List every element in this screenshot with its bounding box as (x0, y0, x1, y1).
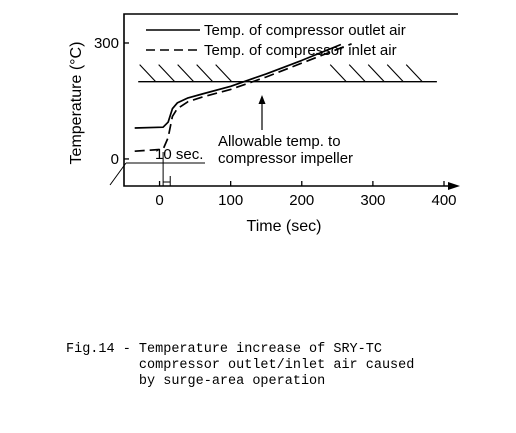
x-tick-label: 100 (218, 192, 243, 209)
caption-line-2: compressor outlet/inlet air caused (66, 358, 415, 373)
x-axis-title: Time (sec) (247, 218, 322, 235)
x-tick-label: 400 (431, 192, 456, 209)
x-tick-label: 300 (360, 192, 385, 209)
legend: Temp. of compressor outlet air Temp. of … (146, 22, 406, 59)
hatch-mark (196, 64, 214, 83)
hatch-mark (405, 64, 423, 83)
legend-label-inlet: Temp. of compressor inlet air (204, 42, 397, 59)
hatch-mark (367, 64, 385, 83)
temperature-chart: 0 100 200 300 400 0 300 Temp. of compressor o… (68, 13, 460, 235)
threshold-hatching (139, 64, 423, 83)
threshold-label-line1: Allowable temp. to (218, 133, 341, 150)
ten-sec-leader (109, 162, 127, 186)
x-tick-label: 0 (155, 192, 163, 209)
hatch-mark (348, 64, 366, 83)
series-line-outlet (134, 43, 342, 129)
hatch-mark (139, 64, 157, 83)
y-tick-label: 0 (111, 151, 119, 168)
caption-line-3: by surge-area operation (66, 374, 326, 389)
hatch-mark (386, 64, 404, 83)
x-axis-arrowhead (448, 182, 460, 190)
series-line-inlet (134, 43, 352, 153)
legend-label-outlet: Temp. of compressor outlet air (204, 22, 406, 39)
hatch-mark (215, 64, 233, 83)
ten-sec-label: 10 sec. (155, 146, 203, 163)
threshold-arrow-head (258, 95, 266, 104)
y-axis-title: Temperature (°C) (68, 42, 85, 165)
threshold-label-line2: compressor impeller (218, 150, 353, 167)
hatch-mark (329, 64, 347, 83)
ten-sec-annotation: 10 sec. (109, 146, 205, 186)
y-axis-ticks: 0 300 (94, 35, 129, 168)
y-tick-label: 300 (94, 35, 119, 52)
figure-caption: Fig.14 - Temperature increase of SRY-TC … (66, 342, 506, 390)
axis-lines (123, 13, 458, 187)
caption-line-1: Fig.14 - Temperature increase of SRY-TC (66, 342, 382, 357)
x-axis-ticks: 0 100 200 300 400 (155, 181, 457, 209)
plot-frame (123, 13, 460, 190)
threshold-annotation: Allowable temp. to compressor impeller (218, 95, 353, 167)
x-tick-label: 200 (289, 192, 314, 209)
hatch-mark (158, 64, 176, 83)
series-layer (134, 43, 352, 153)
hatch-mark (177, 64, 195, 83)
